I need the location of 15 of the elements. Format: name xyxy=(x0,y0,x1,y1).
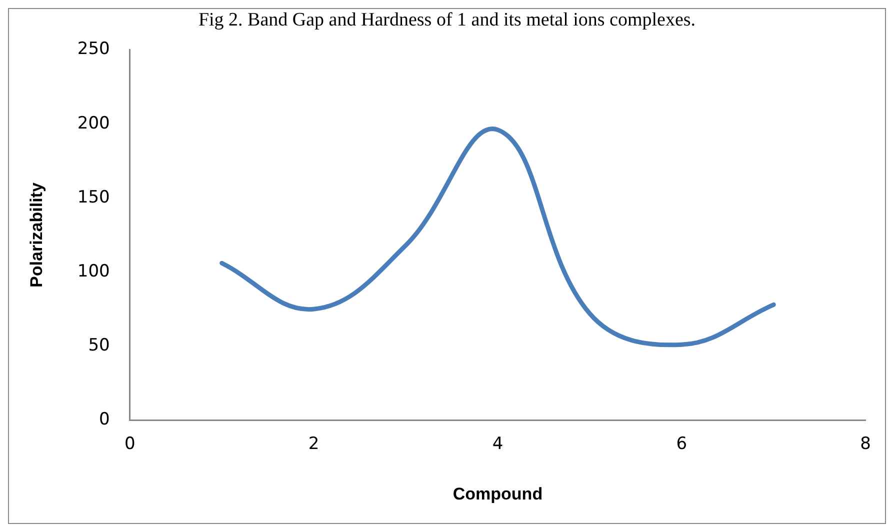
y-tick-label: 0 xyxy=(99,410,110,430)
line-series xyxy=(220,127,776,348)
x-tick-label: 8 xyxy=(860,434,872,454)
y-tick-label: 100 xyxy=(77,261,110,282)
y-tick-label: 250 xyxy=(77,39,110,60)
y-axis-title: Polarizability xyxy=(26,182,46,288)
y-tick-label: 150 xyxy=(77,187,110,208)
y-tick-label: 50 xyxy=(88,336,110,356)
x-tick-label: 4 xyxy=(492,434,504,454)
x-axis-title: Compound xyxy=(452,484,543,504)
x-tick-label: 2 xyxy=(308,434,320,454)
y-tick-label: 200 xyxy=(77,113,110,134)
chart-title: Fig 2. Band Gap and Hardness of 1 and its metal ions complexes. xyxy=(198,9,696,30)
x-tick-label: 0 xyxy=(124,434,136,454)
x-tick-label: 6 xyxy=(676,434,688,454)
